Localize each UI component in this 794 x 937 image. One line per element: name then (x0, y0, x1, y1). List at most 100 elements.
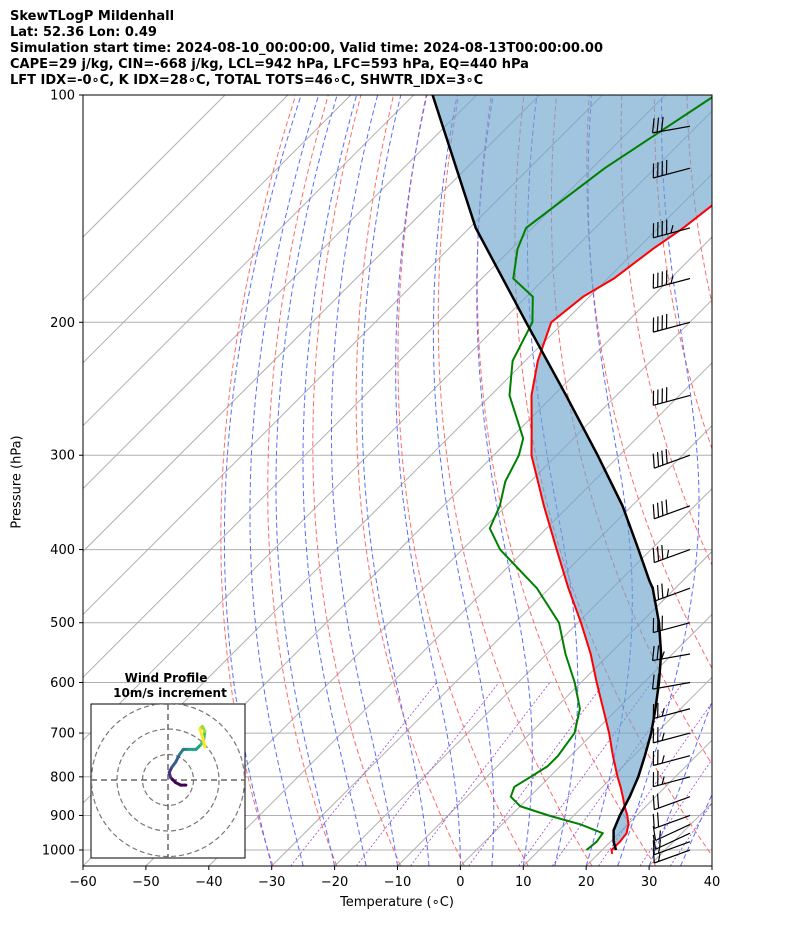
isotherm-line (83, 95, 540, 553)
moist-adiabat (331, 95, 398, 866)
isotherm-line (522, 676, 712, 866)
wind-barb (652, 702, 691, 720)
moist-adiabat (432, 95, 495, 866)
isotherm-line (83, 95, 477, 490)
x-tick-label: −10 (384, 875, 411, 890)
x-tick-label: −60 (69, 875, 96, 890)
x-tick-label: −40 (195, 875, 222, 890)
parcel-profile (431, 95, 663, 851)
moist-adiabat (648, 699, 712, 866)
wind-barb (652, 387, 691, 406)
wind-barb (652, 727, 691, 744)
isotherm-line (83, 95, 415, 427)
mixing-ratio-line (290, 682, 438, 866)
mixing-ratio-line (518, 682, 652, 866)
wind-barb (652, 749, 691, 767)
wind-barb (652, 270, 691, 289)
cape-line: CAPE=29 j/kg, CIN=-668 j/kg, LCL=942 hPa… (10, 57, 529, 72)
plot-area (83, 95, 794, 866)
dry-adiabat (312, 95, 402, 866)
mixing-ratio-line (551, 682, 684, 866)
x-tick-label: 40 (704, 875, 721, 890)
wind-barb (652, 314, 691, 333)
dry-adiabat (397, 95, 529, 866)
dry-adiabat (720, 95, 794, 866)
mixing-ratio-line (410, 682, 551, 866)
hodograph-subtitle: 10m/s increment (113, 686, 227, 700)
moist-adiabat (680, 793, 712, 866)
isotherm-line (397, 550, 712, 866)
wind-barb (652, 159, 691, 179)
dry-adiabat (586, 95, 712, 670)
chart-header: SkewTLogP Mildenhall Lat: 52.36 Lon: 0.4… (10, 9, 603, 89)
mixing-ratio-line (669, 802, 712, 866)
x-tick-label: 0 (456, 875, 464, 890)
isotherm-line (460, 613, 712, 866)
mixing-ratio-line (639, 758, 712, 866)
mixing-ratio-line (468, 682, 605, 866)
hodograph-plot (91, 704, 245, 858)
wind-barb (652, 832, 691, 850)
x-tick-label: 10 (515, 875, 532, 890)
moist-adiabat (275, 95, 338, 866)
isotherm-line (711, 865, 712, 866)
dewpoint-profile (488, 96, 712, 851)
moist-adiabat (617, 95, 700, 866)
wind-barb (652, 823, 691, 842)
wind-barb (652, 583, 691, 602)
x-tick-label: −50 (132, 875, 159, 890)
moist-adiabat (249, 95, 320, 866)
y-tick-label: 1000 (42, 844, 75, 859)
moist-adiabat (302, 95, 367, 866)
time-line: Simulation start time: 2024-08-10_00:00:… (10, 41, 603, 56)
y-tick-label: 800 (50, 770, 75, 785)
isotherm-line (271, 424, 712, 866)
chart-title: SkewTLogP Mildenhall (10, 9, 175, 24)
x-tick-label: −30 (258, 875, 285, 890)
x-tick-label: 30 (641, 875, 658, 890)
moist-adiabat (395, 95, 461, 866)
x-tick-label: 20 (578, 875, 595, 890)
isotherm-line (83, 95, 352, 364)
dry-adiabat (267, 95, 338, 866)
dry-adiabat (220, 95, 297, 866)
isotherm-line (145, 299, 712, 866)
y-tick-label: 500 (50, 616, 75, 631)
wind-barb (652, 770, 691, 788)
wind-barb (652, 615, 691, 634)
index-line: LFT IDX=-0∘C, K IDX=28∘C, TOTAL TOTS=46∘… (10, 73, 484, 88)
y-tick-label: 200 (50, 316, 75, 331)
dry-adiabat (620, 95, 712, 567)
wind-barb (651, 116, 691, 134)
wind-barb (652, 812, 691, 830)
dry-adiabat (785, 95, 794, 866)
y-tick-label: 700 (50, 727, 75, 742)
dry-adiabat (355, 95, 465, 866)
moist-adiabat (711, 864, 712, 866)
moist-adiabat (476, 95, 533, 866)
hodograph-title: Wind Profile (125, 671, 208, 685)
y-tick-label: 400 (50, 543, 75, 558)
temperature-profile (530, 204, 712, 855)
isotherm-line (334, 487, 712, 866)
hodograph-ring (116, 728, 220, 832)
cape-cin-shading (432, 95, 712, 850)
wind-barb (652, 219, 691, 239)
y-tick-label: 600 (50, 676, 75, 691)
x-tick-label: −20 (321, 875, 348, 890)
moist-adiabat (223, 95, 302, 866)
y-tick-label: 300 (50, 449, 75, 464)
x-axis-label: Temperature (∘C) (340, 895, 454, 910)
wind-barb (652, 793, 691, 811)
moist-adiabat (361, 95, 430, 866)
wind-barb (651, 645, 691, 662)
wind-barb (652, 499, 691, 520)
isotherm-line (83, 95, 289, 301)
hodograph-segment (200, 735, 207, 749)
isotherm-line (83, 95, 226, 238)
dry-adiabat (752, 95, 794, 866)
location-line: Lat: 52.36 Lon: 0.49 (10, 25, 157, 40)
wind-barb (652, 448, 691, 469)
y-tick-label: 900 (50, 809, 75, 824)
